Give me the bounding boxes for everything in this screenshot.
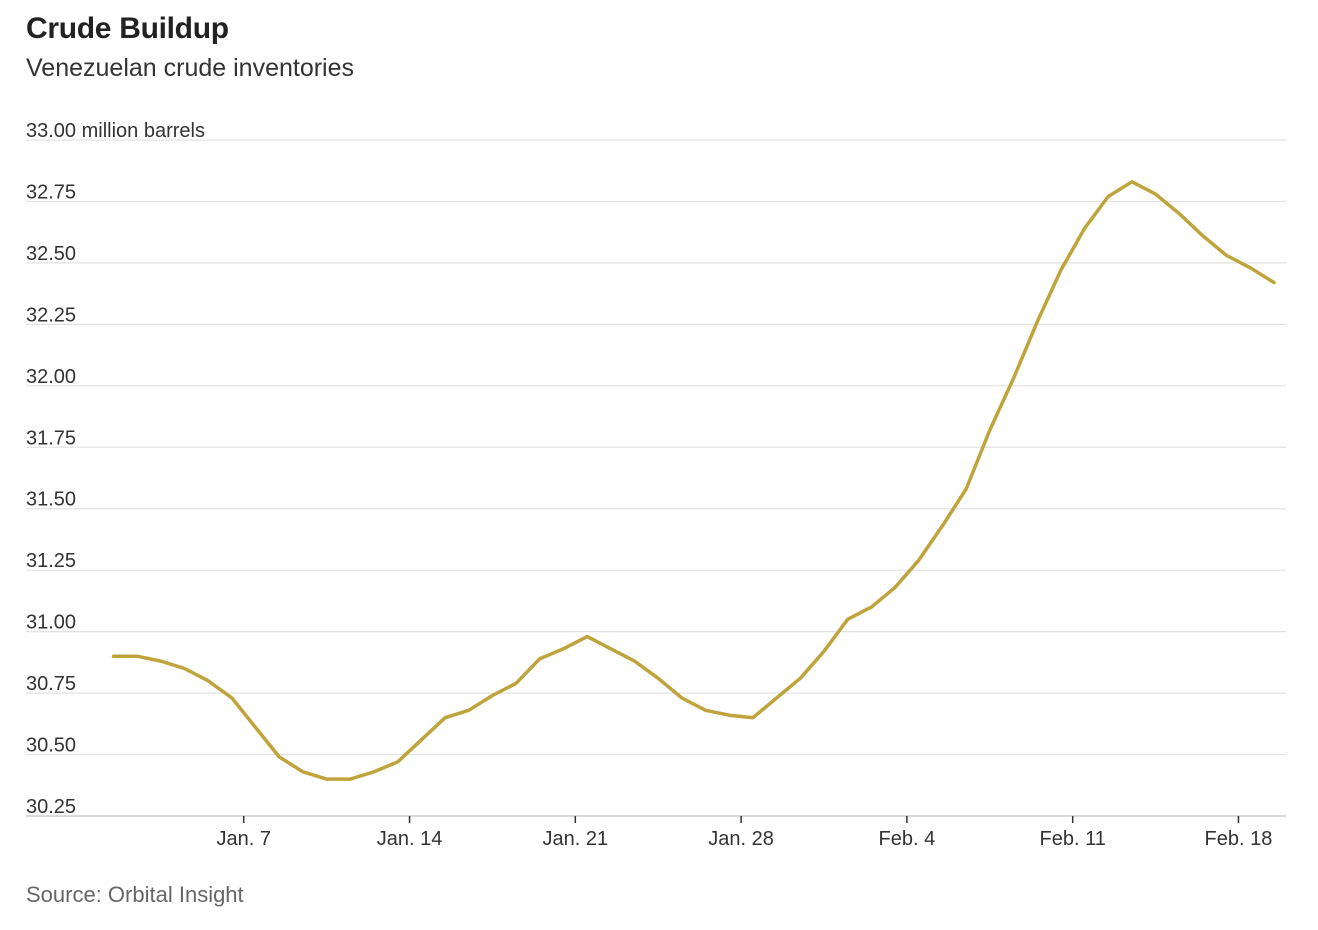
x-tick-label: Jan. 7	[216, 828, 270, 850]
source-note: Source: Orbital Insight	[26, 882, 244, 907]
y-tick-label: 32.00	[26, 366, 76, 388]
chart-subtitle: Venezuelan crude inventories	[26, 54, 355, 82]
x-tick-label: Feb. 11	[1040, 828, 1106, 850]
y-tick-label: 33.00 million barrels	[26, 120, 205, 142]
x-tick-label: Feb. 4	[879, 828, 936, 850]
y-tick-label: 31.50	[26, 489, 76, 511]
x-tick-label: Jan. 21	[543, 828, 609, 850]
y-tick-label: 30.75	[26, 673, 76, 695]
chart-title: Crude Buildup	[26, 12, 229, 45]
y-tick-label: 32.50	[26, 243, 76, 265]
y-tick-label: 31.00	[26, 612, 76, 634]
y-tick-label: 31.75	[26, 427, 76, 449]
gridlines	[26, 139, 1286, 817]
y-tick-label: 30.25	[26, 796, 76, 818]
y-axis: 33.00 million barrels 32.75 32.50 32.25 32.0…	[26, 120, 205, 818]
x-axis: Jan. 7 Jan. 14 Jan. 21 Jan. 28 Feb. 4 Feb. 11…	[216, 816, 1272, 850]
x-tick-label: Jan. 28	[708, 828, 774, 850]
x-tick-label: Jan. 14	[377, 828, 443, 850]
y-tick-label: 32.75	[26, 181, 76, 203]
series-line-0	[111, 180, 1276, 781]
y-tick-label: 32.25	[26, 304, 76, 326]
x-tick-label: Feb. 18	[1205, 828, 1273, 850]
y-tick-label: 30.50	[26, 735, 76, 757]
y-tick-label: 31.25	[26, 550, 76, 572]
series-group	[111, 180, 1276, 781]
